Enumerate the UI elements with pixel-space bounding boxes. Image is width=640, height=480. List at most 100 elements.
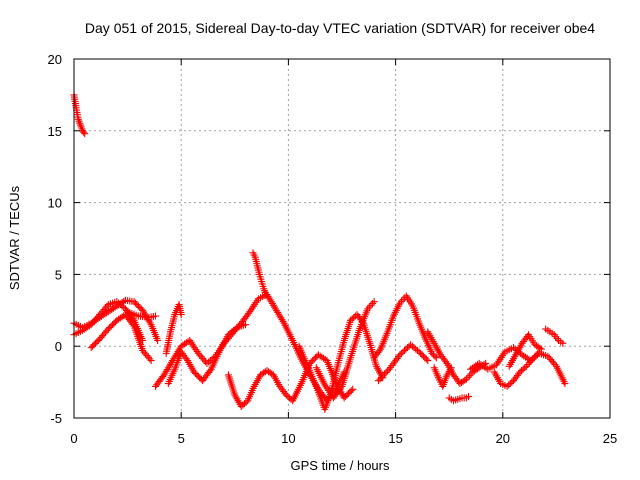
data-point	[396, 299, 404, 307]
data-point	[456, 380, 464, 388]
data-trail-marker	[515, 370, 523, 378]
data-point	[263, 367, 271, 375]
data-point	[340, 336, 348, 344]
data-trail-marker	[337, 384, 345, 392]
data-trail-marker	[369, 299, 377, 307]
data-point	[503, 382, 511, 390]
data-point	[151, 312, 159, 320]
data-point	[164, 380, 172, 388]
data-marks	[70, 91, 569, 413]
data-point	[338, 382, 346, 390]
data-point	[512, 351, 520, 359]
data-point	[559, 339, 567, 347]
data-point	[269, 371, 277, 379]
data-point	[139, 306, 147, 314]
data-point	[312, 382, 320, 390]
data-point	[186, 336, 194, 344]
data-point	[445, 394, 453, 402]
data-series	[249, 249, 270, 299]
data-point	[424, 328, 432, 336]
data-point	[518, 351, 526, 359]
data-trail-marker	[120, 297, 128, 305]
data-series	[162, 301, 185, 357]
data-point	[561, 380, 569, 388]
data-trail-marker	[375, 347, 383, 355]
y-tick-label: 15	[48, 124, 62, 139]
data-point	[497, 380, 505, 388]
data-point	[529, 355, 537, 363]
data-point	[525, 331, 533, 339]
data-point	[492, 361, 500, 369]
plot-frame	[73, 58, 611, 419]
data-point	[546, 328, 554, 336]
data-point	[383, 329, 391, 337]
data-point	[321, 405, 329, 413]
data-series	[164, 321, 250, 388]
data-series	[374, 341, 432, 385]
data-point	[407, 341, 415, 349]
data-point	[484, 365, 492, 373]
data-point	[409, 302, 417, 310]
data-point	[162, 349, 170, 357]
data-point	[422, 335, 430, 343]
data-point	[396, 351, 404, 359]
data-point	[79, 326, 87, 334]
x-tick-label: 10	[281, 431, 295, 446]
data-point	[321, 381, 329, 389]
data-series	[370, 292, 440, 362]
data-point	[289, 397, 297, 405]
data-point	[151, 382, 159, 390]
data-point	[434, 374, 442, 382]
data-point	[449, 371, 457, 379]
data-point	[253, 262, 261, 270]
data-point	[87, 344, 95, 352]
data-point	[370, 354, 378, 362]
data-trail-marker	[129, 320, 137, 328]
data-point	[430, 339, 438, 347]
data-trail-marker	[376, 375, 384, 383]
data-trail-marker	[103, 302, 111, 310]
data-point	[454, 395, 462, 403]
y-tick-label: 10	[48, 196, 62, 211]
data-point	[510, 344, 518, 352]
data-point	[145, 313, 153, 321]
data-point	[249, 249, 257, 257]
data-point	[177, 348, 185, 356]
data-point	[260, 285, 268, 293]
data-trail-marker	[80, 128, 88, 136]
data-point	[475, 359, 483, 367]
data-point	[555, 336, 563, 344]
data-trail-marker	[281, 389, 289, 397]
data-point	[139, 347, 147, 355]
data-point	[255, 270, 263, 278]
data-point	[464, 392, 472, 400]
y-tick-label: 20	[48, 52, 62, 67]
data-point	[304, 362, 312, 370]
data-series	[505, 331, 545, 370]
data-trail-marker	[536, 344, 544, 352]
data-point	[233, 324, 241, 332]
data-point	[216, 347, 224, 355]
data-point	[171, 311, 179, 319]
data-point	[355, 326, 363, 334]
data-trail-marker	[182, 355, 190, 363]
data-point	[518, 339, 526, 347]
data-point	[385, 365, 393, 373]
data-point	[505, 362, 513, 370]
data-series	[424, 328, 490, 388]
data-series	[490, 348, 543, 390]
data-point	[297, 380, 305, 388]
data-trail-marker	[379, 372, 387, 380]
data-point	[364, 305, 372, 313]
data-series	[312, 298, 378, 402]
data-point	[510, 377, 518, 385]
data-point	[124, 308, 132, 316]
data-point	[258, 278, 266, 286]
data-point	[282, 391, 290, 399]
data-trail-marker	[381, 370, 389, 378]
data-point	[147, 357, 155, 365]
y-axis-label: SDTVAR / TECUs	[7, 185, 22, 290]
chart-title: Day 051 of 2015, Sidereal Day-to-day VTE…	[85, 20, 595, 36]
data-point	[121, 296, 129, 304]
